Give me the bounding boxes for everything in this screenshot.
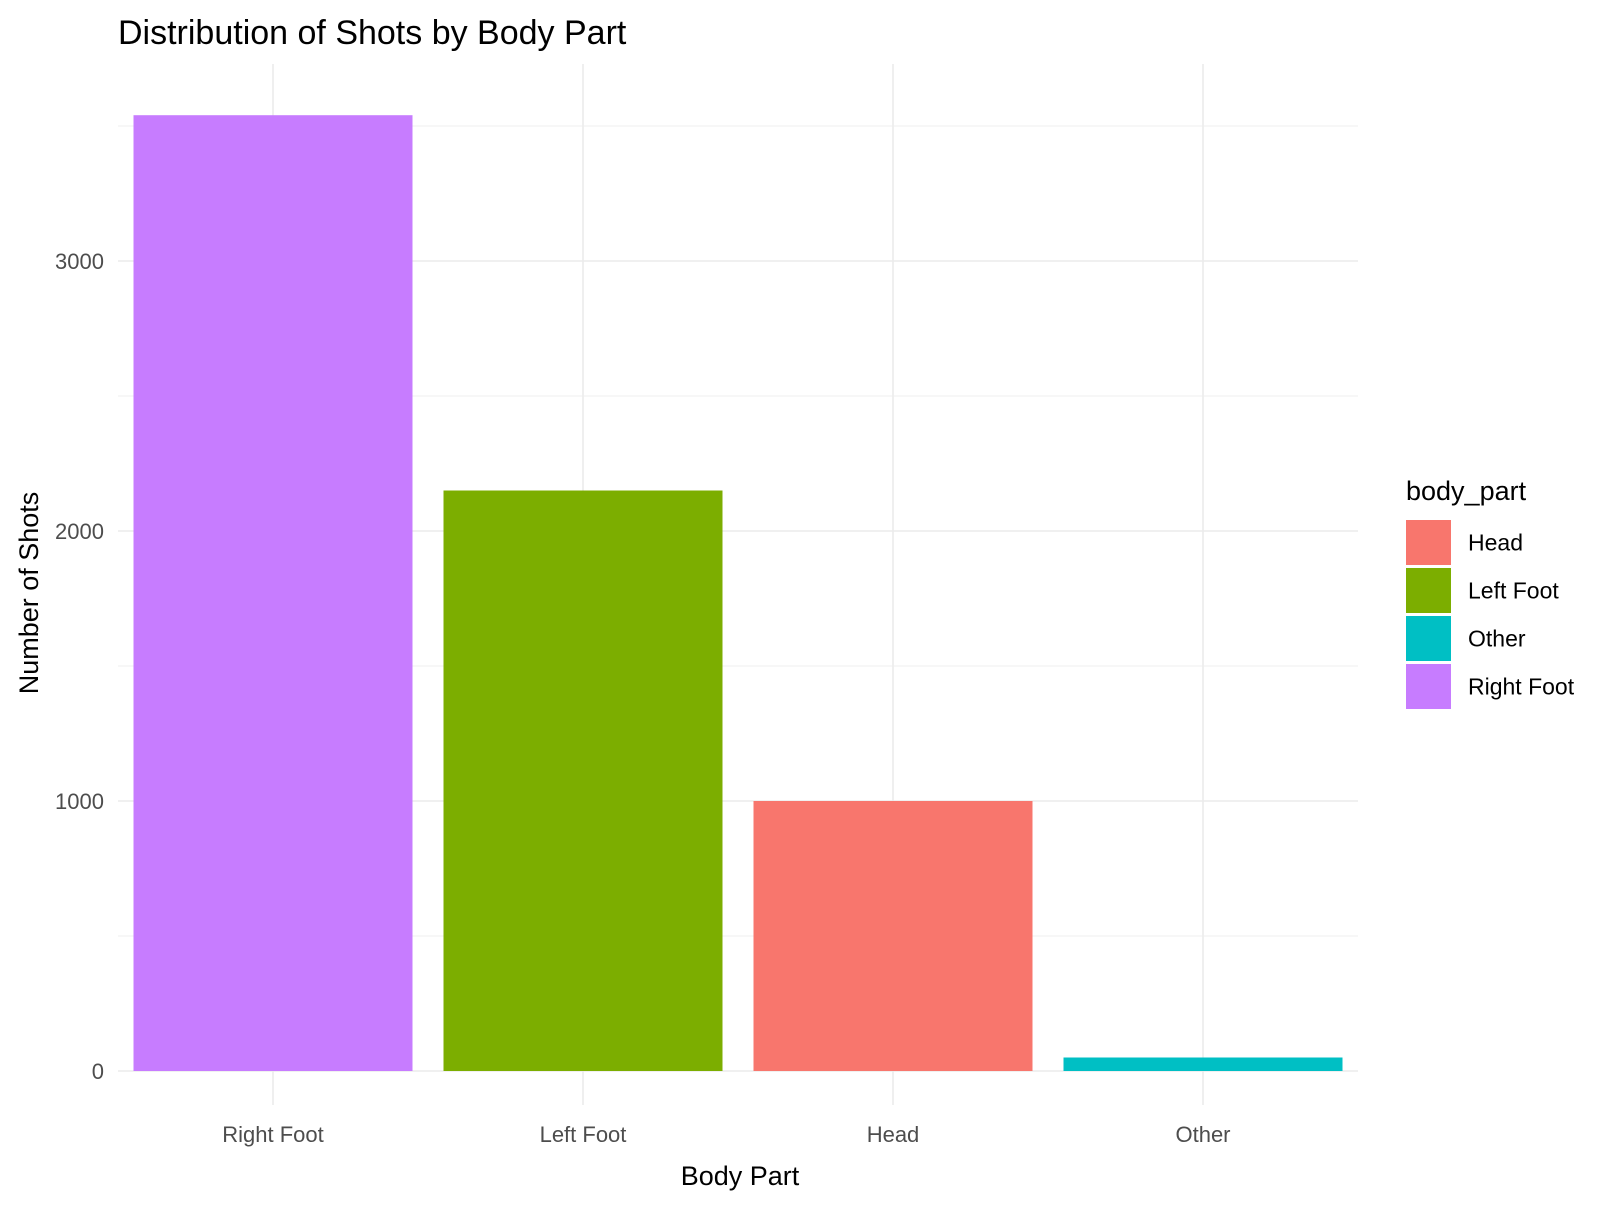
legend-label: Right Foot xyxy=(1468,674,1575,700)
bar-head xyxy=(753,801,1033,1071)
x-tick-label: Left Foot xyxy=(540,1122,627,1147)
bar-left-foot xyxy=(443,490,723,1071)
chart-title: Distribution of Shots by Body Part xyxy=(118,14,627,52)
y-tick-label: 0 xyxy=(92,1059,104,1084)
x-axis-title: Body Part xyxy=(681,1161,800,1191)
legend-label: Head xyxy=(1468,530,1523,556)
y-tick-label: 3000 xyxy=(55,249,104,274)
y-tick-label: 2000 xyxy=(55,519,104,544)
legend-key-right-foot xyxy=(1406,664,1451,709)
bar-layer xyxy=(133,115,1343,1071)
x-tick-label: Head xyxy=(867,1122,920,1147)
legend-title: body_part xyxy=(1406,476,1527,506)
x-tick-label: Other xyxy=(1175,1122,1230,1147)
legend: body_part Head Left Foot Other Right Foot xyxy=(1406,476,1575,709)
legend-label: Left Foot xyxy=(1468,578,1559,604)
legend-label: Other xyxy=(1468,626,1526,652)
tick-layer: 0 1000 2000 3000 Right Foot Left Foot Head Othe… xyxy=(55,249,1230,1147)
legend-key-other xyxy=(1406,616,1451,661)
legend-key-head xyxy=(1406,520,1451,565)
bar-right-foot xyxy=(133,115,413,1071)
legend-items: Head Left Foot Other Right Foot xyxy=(1406,520,1575,709)
legend-key-left-foot xyxy=(1406,568,1451,613)
y-axis-title: Number of Shots xyxy=(14,492,44,695)
x-tick-label: Right Foot xyxy=(222,1122,324,1147)
y-tick-label: 1000 xyxy=(55,789,104,814)
bar-other xyxy=(1063,1057,1343,1071)
